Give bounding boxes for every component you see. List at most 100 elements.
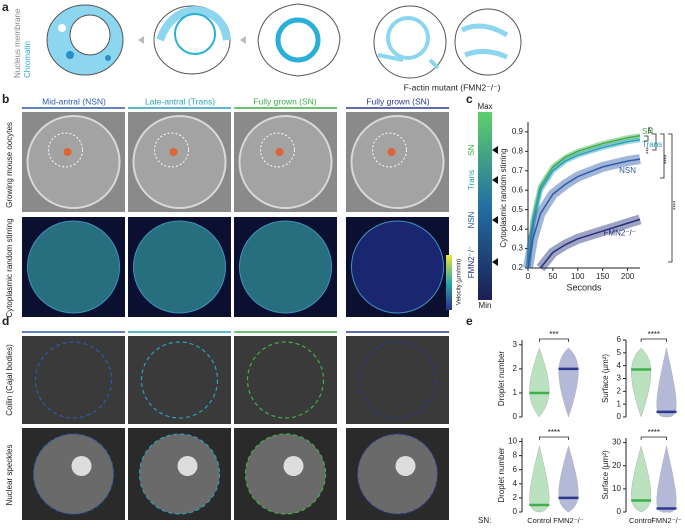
nucleus bbox=[140, 341, 219, 419]
micrograph bbox=[22, 336, 125, 424]
violin bbox=[558, 347, 579, 418]
y-tick-label: 0 bbox=[617, 507, 622, 516]
significance: *** bbox=[647, 146, 653, 154]
series-label: Trans bbox=[642, 140, 662, 149]
violin bbox=[631, 347, 652, 418]
oocyte bbox=[238, 115, 333, 209]
y-axis-label: Surface (µm²) bbox=[601, 450, 610, 499]
y-tick-label: 4 bbox=[617, 361, 622, 370]
series-band bbox=[536, 214, 642, 272]
x-tick-label: 200 bbox=[621, 272, 635, 281]
y-tick-label: 30 bbox=[612, 438, 621, 447]
flow-field bbox=[351, 220, 444, 314]
colorbar bbox=[446, 255, 452, 310]
y-tick-label: 3 bbox=[617, 374, 622, 383]
row-label: Nuclear speckles bbox=[5, 445, 14, 506]
column-header: Fully grown (SN) bbox=[366, 96, 429, 106]
colorbar-mark: SN bbox=[467, 144, 476, 155]
y-tick-label: 2 bbox=[513, 364, 518, 373]
x-tick-label: FMN2⁻/⁻ bbox=[651, 516, 681, 525]
y-tick-label: 0.3 bbox=[512, 244, 524, 253]
violin bbox=[529, 347, 550, 418]
series-line bbox=[527, 158, 641, 269]
speckle bbox=[395, 456, 416, 476]
x-tick-label: Control bbox=[629, 516, 654, 525]
flow-field bbox=[239, 220, 332, 314]
nucleolus bbox=[63, 148, 72, 156]
column-header: Mid-antral (NSN) bbox=[42, 96, 106, 106]
y-tick-label: 0.4 bbox=[512, 224, 524, 233]
speckle bbox=[71, 456, 92, 476]
nucleolus bbox=[275, 148, 284, 156]
y-tick-label: 8 bbox=[513, 451, 518, 460]
violin bbox=[558, 445, 579, 513]
line-chart: 0.2 0.3 0.4 0.5 0.6 0.7 0.8 0.9 0 50 100 150 200 Seco… bbox=[499, 122, 662, 292]
significance-bracket bbox=[538, 436, 569, 440]
y-tick-label: 10 bbox=[508, 437, 517, 446]
y-axis-label: Droplet number bbox=[497, 447, 506, 502]
series-label: SN bbox=[642, 127, 653, 136]
colorbar-label: Velocity (µm/min) bbox=[457, 259, 463, 305]
y-axis-label: Surface (µm²) bbox=[601, 354, 610, 403]
nucleus bbox=[48, 132, 83, 168]
nucleus bbox=[34, 341, 113, 419]
y-tick-label: 0.6 bbox=[512, 185, 524, 194]
micrograph bbox=[128, 336, 231, 424]
y-tick-label: 3 bbox=[513, 340, 518, 349]
violin bbox=[631, 445, 652, 513]
series-line bbox=[527, 135, 641, 269]
x-tick-label: 0 bbox=[526, 272, 531, 281]
oocyte bbox=[26, 115, 121, 209]
mutant-title: F-actin mutant (FMN2⁻/⁻) bbox=[404, 82, 501, 92]
y-axis-label: Droplet number bbox=[497, 351, 506, 406]
y-tick-label: 1 bbox=[617, 399, 622, 408]
x-tick-label: Control bbox=[527, 516, 552, 525]
y-tick-label: 2 bbox=[513, 493, 518, 502]
nucleus bbox=[356, 433, 439, 515]
x-tick-label: 50 bbox=[548, 272, 557, 281]
y-tick-label: 0.7 bbox=[512, 166, 524, 175]
column-header: Late-antral (Trans) bbox=[145, 96, 215, 106]
micrographs bbox=[22, 331, 449, 520]
schematic bbox=[46, 3, 522, 79]
nucleus bbox=[358, 341, 437, 419]
violin bbox=[656, 445, 677, 513]
colorbar-mark: NSN bbox=[467, 211, 476, 228]
flow-field bbox=[27, 220, 120, 314]
panel-label: d bbox=[2, 314, 9, 328]
y-tick-label: 1 bbox=[513, 388, 518, 397]
y-tick-label: 6 bbox=[617, 335, 622, 344]
significance: **** bbox=[648, 330, 660, 339]
series-label: FMN2⁻/⁻ bbox=[604, 228, 636, 237]
significance-bracket bbox=[538, 338, 569, 342]
nucleolus bbox=[169, 148, 178, 156]
row-label: Cytoplasmic random stirring bbox=[5, 218, 14, 317]
nucleus bbox=[246, 341, 325, 419]
y-tick-label: 0 bbox=[513, 412, 518, 421]
series-line bbox=[539, 218, 641, 269]
significance-bracket bbox=[640, 436, 667, 440]
micrograph bbox=[234, 336, 337, 424]
nucleus bbox=[138, 433, 221, 515]
significance: *** bbox=[549, 330, 558, 339]
legend: Chromatin bbox=[23, 41, 32, 78]
panel-label: a bbox=[2, 0, 9, 14]
significance: **** bbox=[674, 200, 680, 210]
y-tick-label: 0 bbox=[617, 412, 622, 421]
significance-bracket bbox=[640, 338, 667, 342]
y-tick-label: 6 bbox=[513, 465, 518, 474]
y-tick-label: 20 bbox=[612, 461, 621, 470]
series-line bbox=[527, 138, 641, 269]
violin bbox=[529, 445, 550, 513]
significance: **** bbox=[665, 154, 671, 164]
y-axis-label: Cytoplasmic random stirring bbox=[499, 148, 508, 247]
significance: **** bbox=[648, 428, 660, 437]
panel-label: e bbox=[466, 314, 473, 328]
panel-label: b bbox=[2, 92, 9, 106]
micrograph bbox=[346, 336, 449, 424]
row-label: Growing mouse oocytes bbox=[5, 122, 14, 208]
nucleolus bbox=[387, 148, 396, 156]
x-tick-label: 150 bbox=[596, 272, 610, 281]
y-tick-label: 0.9 bbox=[512, 127, 524, 136]
significance: ns bbox=[648, 127, 654, 133]
